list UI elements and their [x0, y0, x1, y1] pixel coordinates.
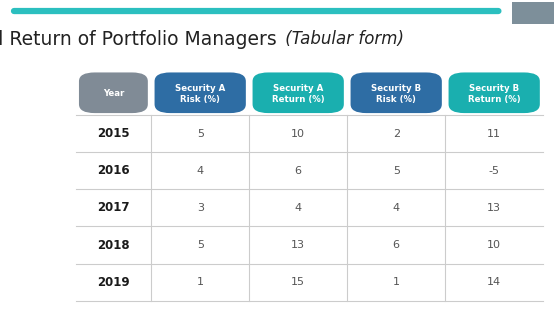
Text: Year: Year [102, 89, 124, 98]
Point [148, 299, 155, 303]
Text: 13: 13 [291, 240, 305, 250]
Text: Security B
Risk (%): Security B Risk (%) [371, 84, 421, 104]
Bar [512, 2, 554, 24]
Text: 5: 5 [197, 240, 204, 250]
FancyBboxPatch shape [253, 72, 344, 113]
Text: 5: 5 [197, 129, 204, 139]
Text: 4: 4 [197, 166, 204, 176]
Point [344, 299, 351, 303]
Text: 5: 5 [393, 166, 400, 176]
Text: (Tabular form): (Tabular form) [280, 30, 404, 49]
Text: 2019: 2019 [97, 276, 130, 289]
Text: 6: 6 [393, 240, 400, 250]
Text: 6: 6 [295, 166, 302, 176]
Text: 15: 15 [291, 277, 305, 287]
Text: 13: 13 [487, 203, 501, 213]
FancyBboxPatch shape [351, 72, 442, 113]
Point [148, 113, 155, 117]
Text: 10: 10 [291, 129, 305, 139]
Text: 2017: 2017 [97, 201, 130, 215]
Text: 4: 4 [295, 203, 302, 213]
Text: -5: -5 [489, 166, 500, 176]
Text: 2: 2 [393, 129, 400, 139]
Text: Security A
Risk (%): Security A Risk (%) [175, 84, 225, 104]
FancyBboxPatch shape [155, 72, 246, 113]
Text: 11: 11 [487, 129, 501, 139]
Text: Risk and Return of Portfolio Managers: Risk and Return of Portfolio Managers [0, 30, 277, 49]
Text: 1: 1 [197, 277, 204, 287]
Point [246, 113, 253, 117]
Point [442, 299, 449, 303]
Text: 2015: 2015 [97, 127, 130, 140]
Text: Security B
Return (%): Security B Return (%) [468, 84, 520, 104]
Text: 10: 10 [487, 240, 501, 250]
FancyBboxPatch shape [449, 72, 540, 113]
Text: 4: 4 [393, 203, 400, 213]
Text: 2018: 2018 [97, 238, 130, 252]
Text: Security A
Return (%): Security A Return (%) [272, 84, 324, 104]
Text: 1: 1 [393, 277, 400, 287]
Text: 2016: 2016 [97, 164, 130, 177]
Point [442, 113, 449, 117]
Text: 3: 3 [197, 203, 204, 213]
Point [246, 299, 253, 303]
Point [344, 113, 351, 117]
FancyBboxPatch shape [79, 72, 148, 113]
Text: 14: 14 [487, 277, 501, 287]
